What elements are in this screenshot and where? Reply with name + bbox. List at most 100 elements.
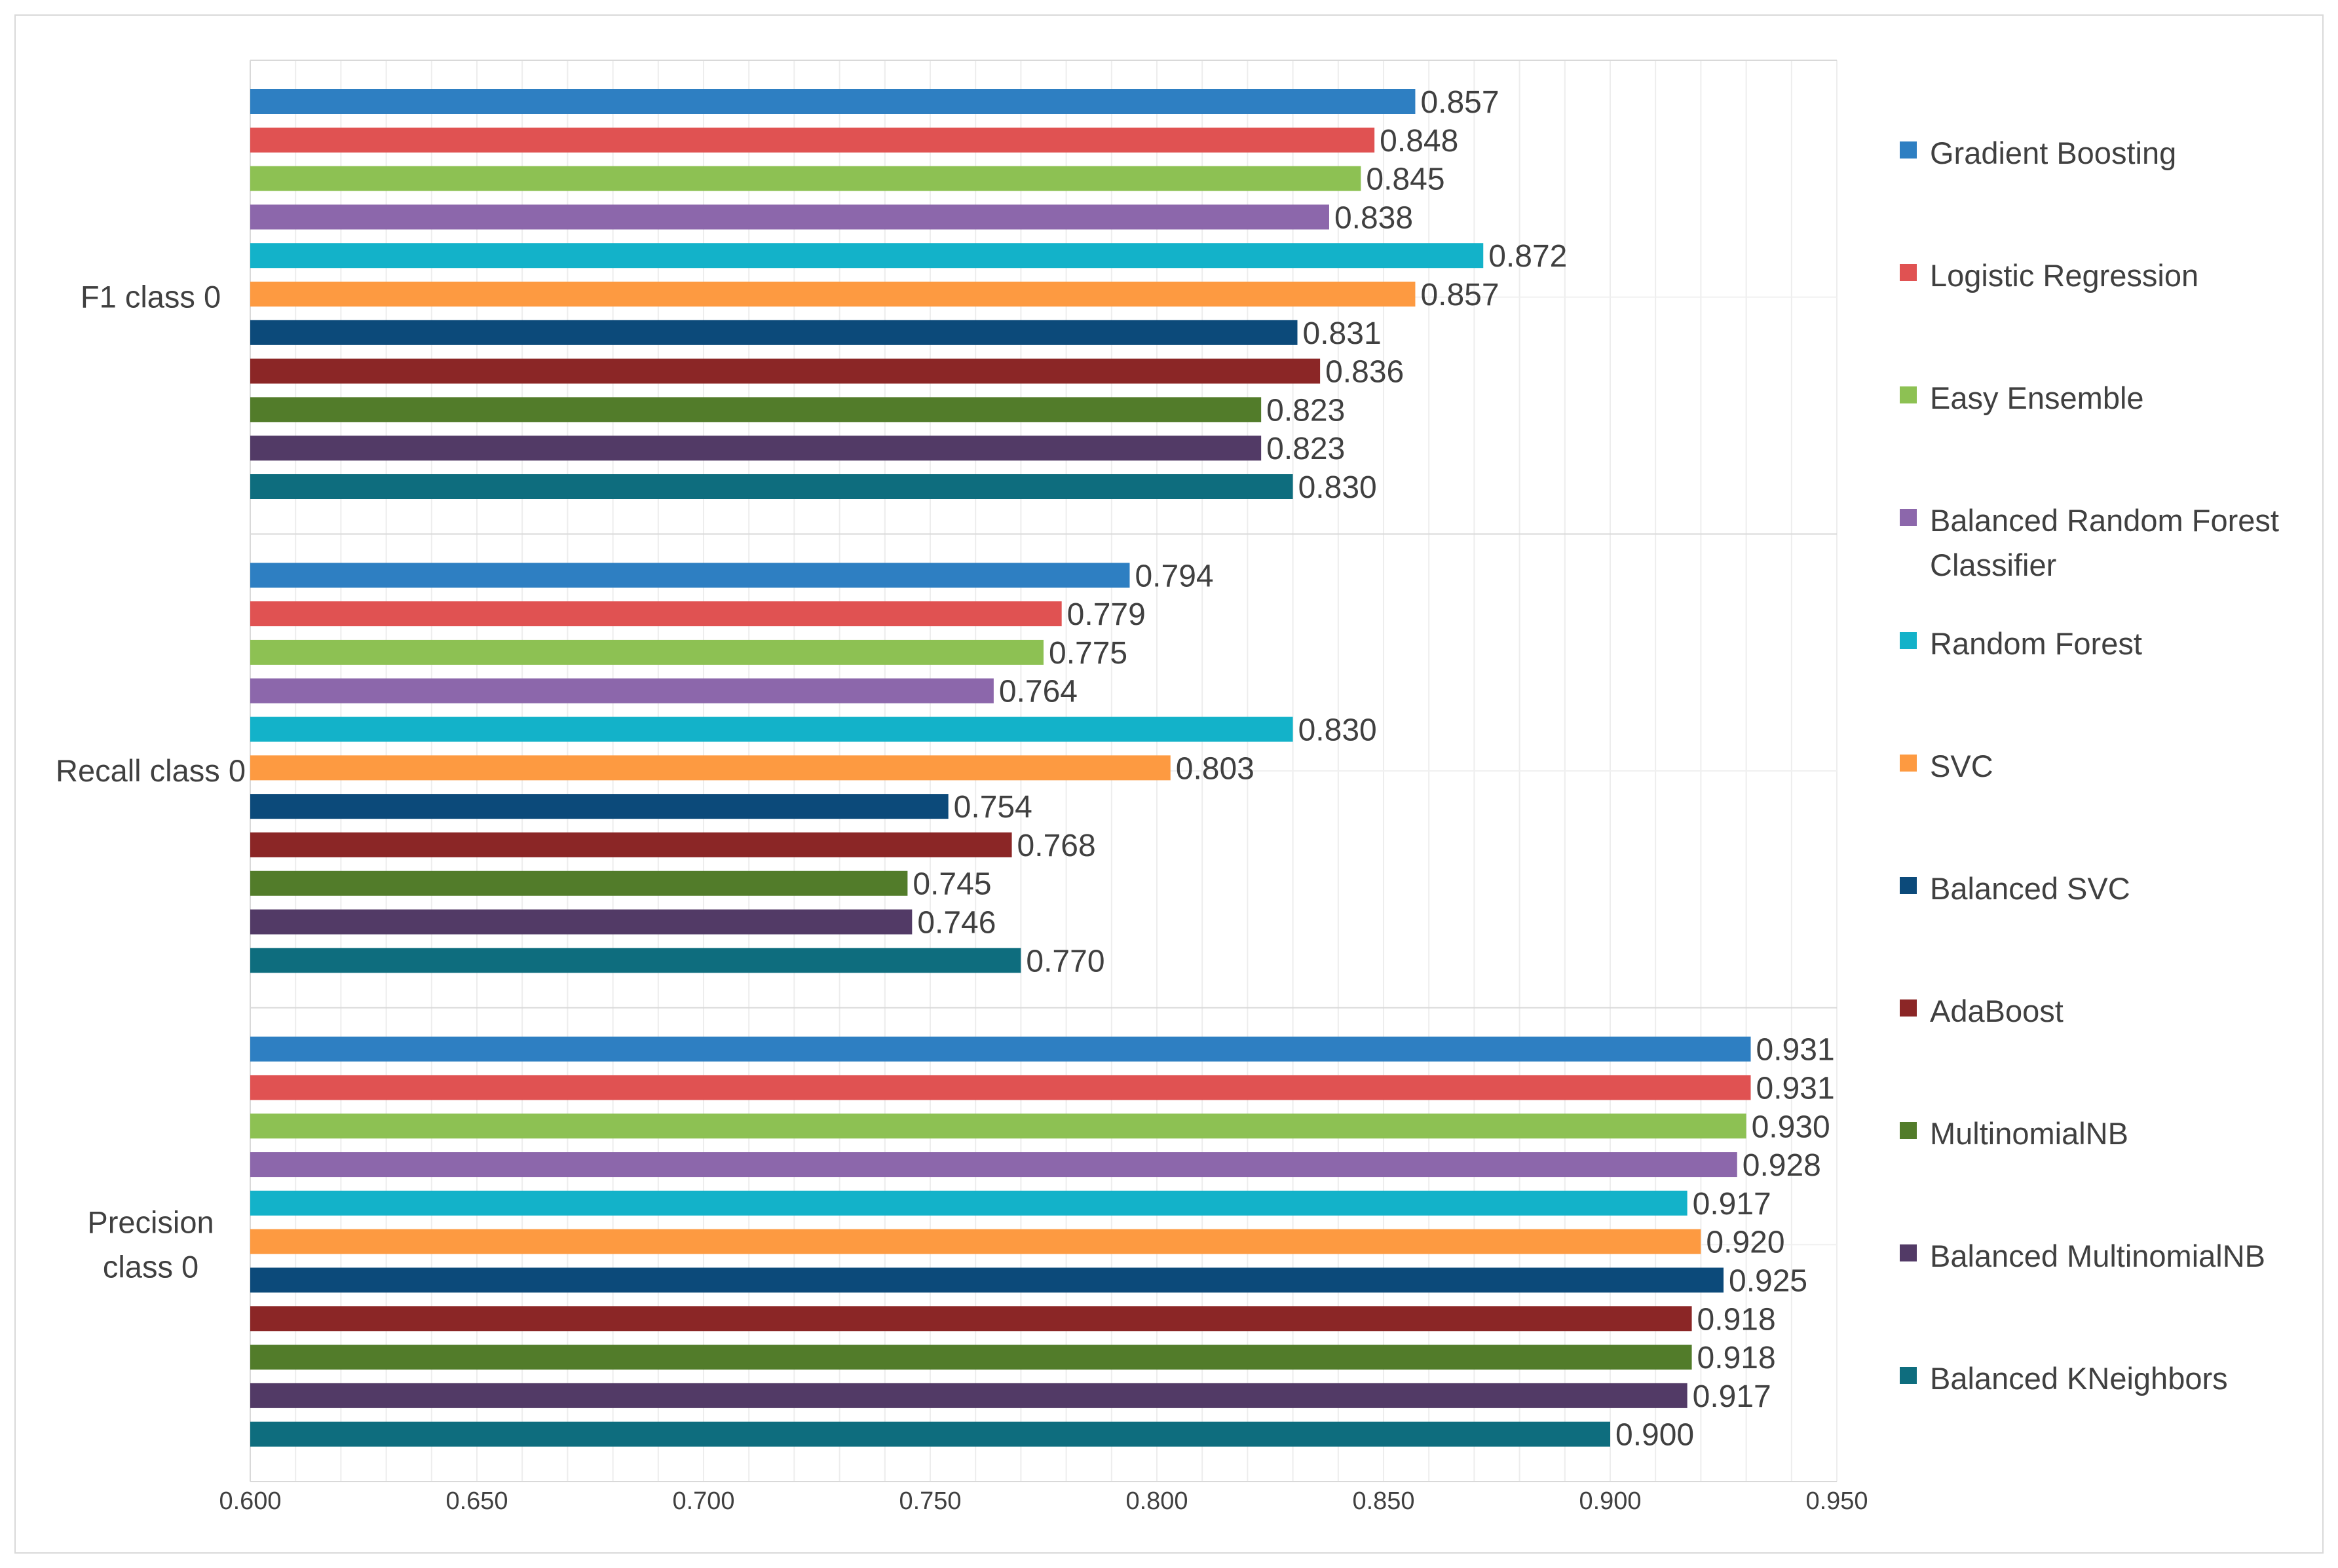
bar bbox=[250, 755, 1171, 781]
category-labels: F1 class 0 Recall class 0 Precision class 0 bbox=[56, 280, 246, 1284]
tick-label: 0.900 bbox=[1579, 1487, 1641, 1515]
bar bbox=[250, 1190, 1688, 1216]
data-label: 0.775 bbox=[1049, 636, 1127, 671]
bar bbox=[250, 127, 1375, 153]
data-label: 0.857 bbox=[1420, 278, 1499, 312]
legend-label: Gradient Boosting bbox=[1930, 136, 2177, 170]
legend-item: MultinomialNB bbox=[1900, 1111, 2310, 1156]
legend-item: Balanced KNeighbors bbox=[1900, 1356, 2310, 1401]
data-label: 0.917 bbox=[1693, 1379, 1771, 1414]
legend-swatch bbox=[1900, 509, 1917, 526]
legend-label: Balanced Random Forest Classifier bbox=[1930, 503, 2279, 582]
data-label: 0.754 bbox=[954, 790, 1032, 825]
bar bbox=[250, 89, 1416, 114]
data-label: 0.830 bbox=[1298, 470, 1377, 505]
tick-label: 0.800 bbox=[1125, 1487, 1188, 1515]
bars bbox=[250, 89, 1751, 1447]
bar bbox=[250, 358, 1321, 384]
legend-swatch bbox=[1900, 386, 1917, 403]
data-label: 0.900 bbox=[1615, 1418, 1694, 1453]
legend-item: Balanced Random Forest Classifier bbox=[1900, 498, 2310, 588]
data-label: 0.836 bbox=[1325, 355, 1404, 390]
bar bbox=[250, 243, 1484, 269]
legend-swatch bbox=[1900, 1367, 1917, 1384]
data-label: 0.823 bbox=[1266, 432, 1345, 466]
legend-swatch bbox=[1900, 1122, 1917, 1139]
data-label: 0.830 bbox=[1298, 713, 1377, 748]
bar bbox=[250, 166, 1361, 191]
x-axis-ticks: 0.600 0.650 0.700 0.750 0.800 0.850 0.900 0.950 bbox=[219, 1487, 1868, 1515]
legend-label: AdaBoost bbox=[1930, 994, 2064, 1028]
data-label: 0.872 bbox=[1488, 239, 1567, 274]
bar bbox=[250, 436, 1262, 461]
bar bbox=[250, 1075, 1751, 1100]
data-label: 0.779 bbox=[1067, 597, 1146, 632]
bar bbox=[250, 794, 949, 819]
data-label: 0.823 bbox=[1266, 393, 1345, 428]
data-label: 0.931 bbox=[1756, 1071, 1835, 1106]
bar bbox=[250, 563, 1130, 588]
bar bbox=[250, 204, 1329, 230]
legend-item: AdaBoost bbox=[1900, 989, 2310, 1034]
data-label: 0.857 bbox=[1420, 85, 1499, 120]
data-label: 0.848 bbox=[1380, 124, 1458, 159]
legend-label: Logistic Regression bbox=[1930, 258, 2199, 293]
data-label: 0.803 bbox=[1176, 751, 1254, 786]
bar bbox=[250, 601, 1062, 627]
data-label: 0.768 bbox=[1017, 829, 1096, 863]
data-label: 0.930 bbox=[1752, 1110, 1830, 1144]
data-label: 0.770 bbox=[1026, 944, 1104, 979]
data-label: 0.925 bbox=[1729, 1263, 1807, 1298]
bar bbox=[250, 639, 1044, 665]
data-label: 0.746 bbox=[917, 906, 996, 941]
legend-item: SVC bbox=[1900, 744, 2310, 789]
bar bbox=[250, 678, 994, 703]
tick-label: 0.750 bbox=[899, 1487, 961, 1515]
legend-swatch bbox=[1900, 999, 1917, 1017]
legend-swatch bbox=[1900, 632, 1917, 649]
legend-label: SVC bbox=[1930, 749, 1993, 783]
legend-item: Balanced SVC bbox=[1900, 867, 2310, 911]
data-label: 0.918 bbox=[1697, 1341, 1776, 1375]
bar bbox=[250, 870, 908, 896]
tick-label: 0.950 bbox=[1805, 1487, 1868, 1515]
legend-label: Random Forest bbox=[1930, 626, 2142, 661]
legend-item: Gradient Boosting bbox=[1900, 131, 2310, 176]
data-label: 0.838 bbox=[1334, 200, 1413, 235]
bar bbox=[250, 282, 1416, 307]
bar bbox=[250, 832, 1012, 857]
bar bbox=[250, 1152, 1737, 1178]
data-label: 0.745 bbox=[913, 867, 991, 902]
data-label: 0.794 bbox=[1135, 559, 1213, 593]
tick-label: 0.600 bbox=[219, 1487, 281, 1515]
category-label: class 0 bbox=[103, 1249, 198, 1284]
category-label: Recall class 0 bbox=[56, 753, 246, 788]
legend-item: Easy Ensemble bbox=[1900, 376, 2310, 420]
bar bbox=[250, 1113, 1746, 1139]
category-label: F1 class 0 bbox=[81, 280, 221, 314]
data-label: 0.831 bbox=[1303, 316, 1382, 351]
bar bbox=[250, 1036, 1751, 1062]
tick-label: 0.700 bbox=[672, 1487, 734, 1515]
legend-swatch bbox=[1900, 755, 1917, 772]
bar bbox=[250, 1421, 1610, 1447]
legend-item: Random Forest bbox=[1900, 622, 2310, 666]
legend-label: MultinomialNB bbox=[1930, 1116, 2128, 1151]
data-label: 0.918 bbox=[1697, 1302, 1776, 1337]
bar bbox=[250, 1267, 1724, 1293]
bar bbox=[250, 474, 1293, 499]
tick-label: 0.650 bbox=[445, 1487, 508, 1515]
legend-label: Easy Ensemble bbox=[1930, 381, 2144, 415]
legend-swatch bbox=[1900, 141, 1917, 159]
category-label: Precision bbox=[87, 1204, 214, 1239]
data-label: 0.917 bbox=[1693, 1187, 1771, 1222]
legend-label: Balanced KNeighbors bbox=[1930, 1361, 2228, 1396]
chart-frame bbox=[14, 14, 2324, 1554]
legend-item: Logistic Regression bbox=[1900, 253, 2310, 298]
legend-swatch bbox=[1900, 1244, 1917, 1261]
legend-swatch bbox=[1900, 877, 1917, 894]
bar bbox=[250, 1383, 1688, 1408]
data-label: 0.920 bbox=[1706, 1225, 1784, 1260]
